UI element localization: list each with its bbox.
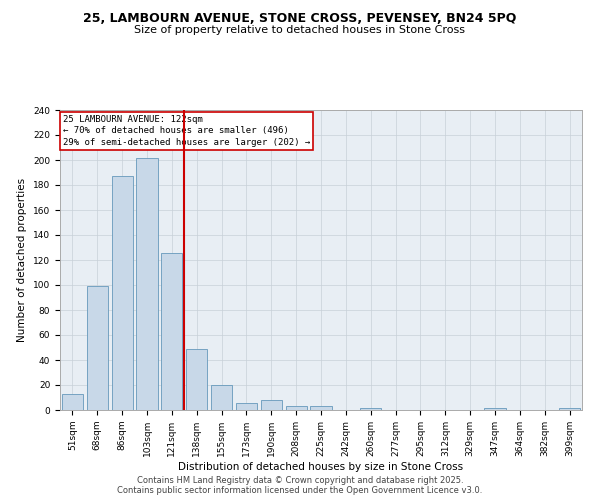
Bar (286, 406, 307, 410)
Text: Contains public sector information licensed under the Open Government Licence v3: Contains public sector information licen… (118, 486, 482, 495)
Bar (186, 349, 207, 410)
Text: Contains HM Land Registry data © Crown copyright and database right 2025.: Contains HM Land Registry data © Crown c… (137, 476, 463, 485)
Bar (161, 252, 182, 410)
Bar (87, 286, 108, 410)
Text: Size of property relative to detached houses in Stone Cross: Size of property relative to detached ho… (134, 25, 466, 35)
Bar (236, 402, 257, 410)
Bar (136, 158, 158, 410)
Text: 25 LAMBOURN AVENUE: 122sqm
← 70% of detached houses are smaller (496)
29% of sem: 25 LAMBOURN AVENUE: 122sqm ← 70% of deta… (62, 114, 310, 147)
Bar (112, 176, 133, 410)
Bar (62, 394, 83, 410)
Bar (211, 385, 232, 410)
Bar (360, 408, 381, 410)
Bar (484, 408, 506, 410)
Y-axis label: Number of detached properties: Number of detached properties (17, 178, 28, 342)
Bar (310, 406, 332, 410)
Bar (559, 408, 580, 410)
Bar (261, 400, 282, 410)
X-axis label: Distribution of detached houses by size in Stone Cross: Distribution of detached houses by size … (178, 462, 464, 471)
Text: 25, LAMBOURN AVENUE, STONE CROSS, PEVENSEY, BN24 5PQ: 25, LAMBOURN AVENUE, STONE CROSS, PEVENS… (83, 12, 517, 26)
